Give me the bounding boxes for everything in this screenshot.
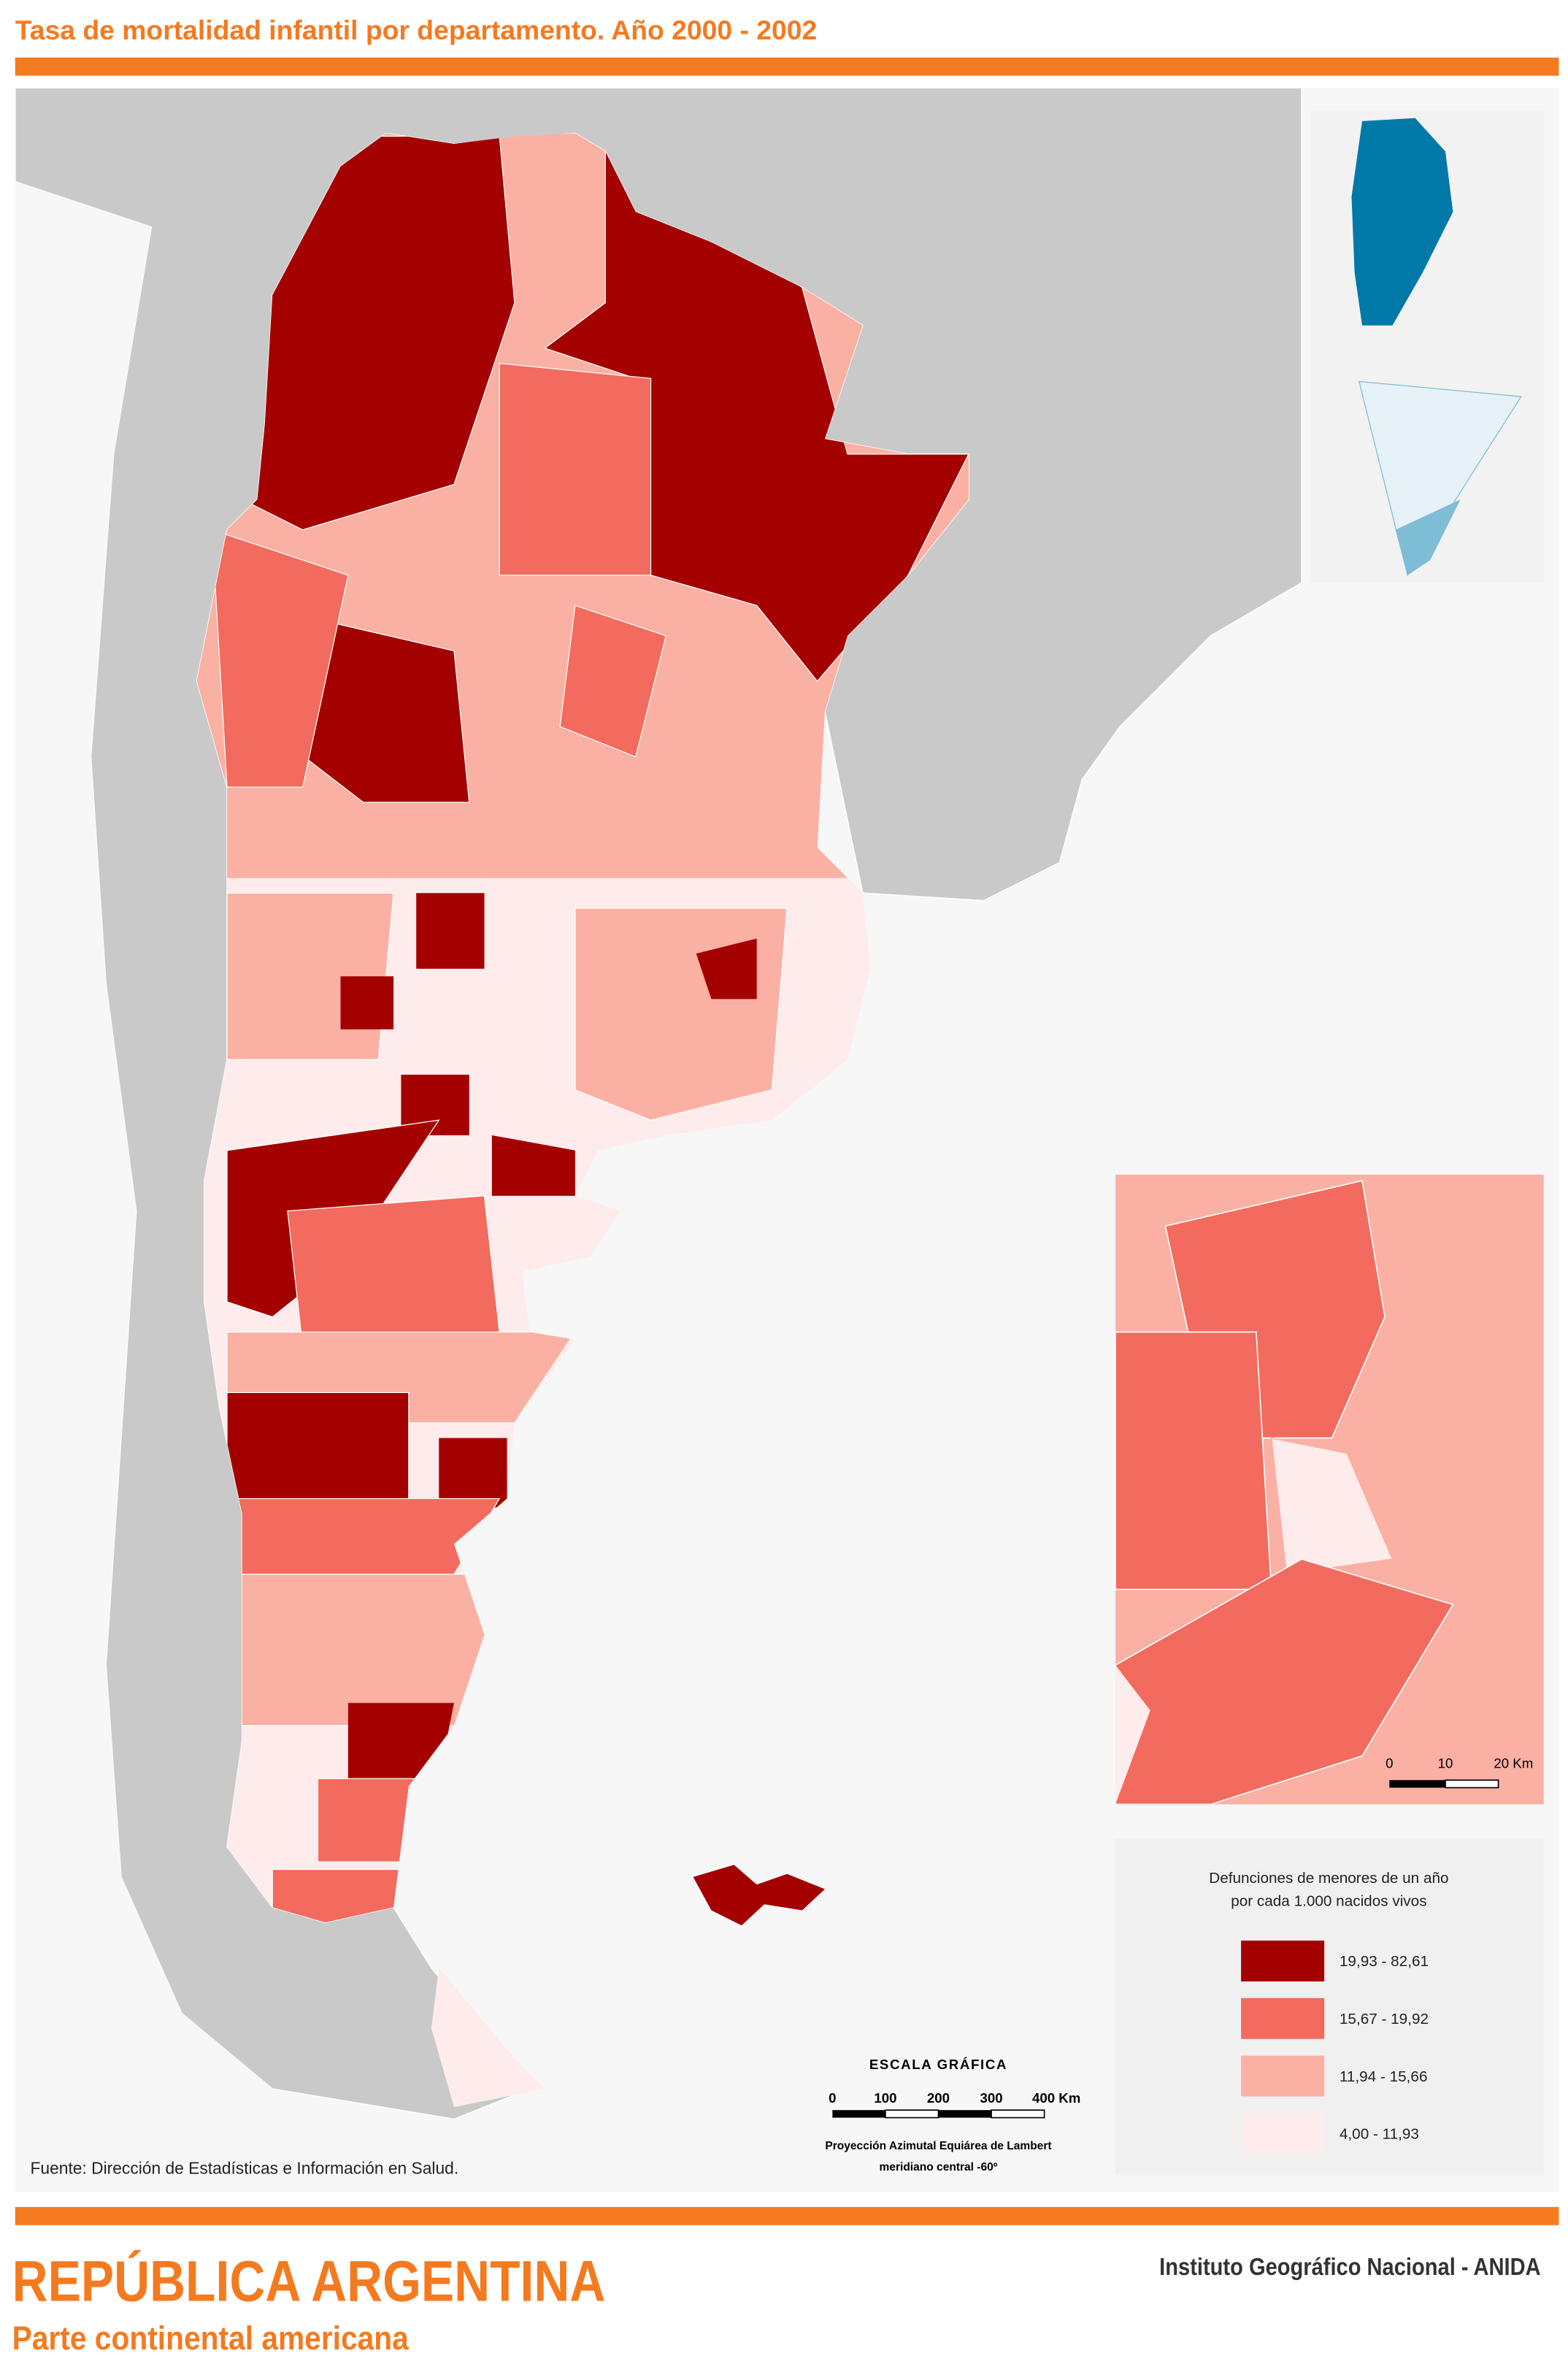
- scale-bar: [885, 2109, 939, 2119]
- legend-swatch: [1241, 2113, 1325, 2155]
- locator-antarctica: [1395, 499, 1461, 575]
- region: [1115, 1665, 1150, 1805]
- scale-label: 0: [829, 2090, 836, 2106]
- legend-swatch: [1241, 1998, 1325, 2039]
- bottom-rule: [15, 2206, 1559, 2225]
- top-rule: [15, 57, 1559, 76]
- legend-title: por cada 1.000 nacidos vivos: [1231, 1892, 1426, 1909]
- region: [340, 976, 394, 1029]
- inset-scale-bar: [1445, 1779, 1499, 1789]
- inset-scale-label: 20 Km: [1494, 1756, 1533, 1771]
- scale-bar: [991, 2109, 1045, 2119]
- legend-label: 11,94 - 15,66: [1340, 2068, 1428, 2085]
- scale-label: 400 Km: [1032, 2090, 1080, 2106]
- region: [696, 938, 757, 1000]
- footer-subtitle: Parte continental americana: [12, 2320, 410, 2357]
- locator-argentina: [1351, 118, 1453, 326]
- inset-scale-label: 10: [1438, 1756, 1453, 1771]
- region: [287, 1195, 500, 1348]
- scale-label: 200: [927, 2090, 950, 2106]
- legend-swatch: [1241, 1940, 1325, 1981]
- locator-antarctica-sector: [1358, 380, 1522, 577]
- scale-title: ESCALA GRÁFICA: [869, 2057, 1007, 2072]
- scale-label: 300: [980, 2090, 1002, 2106]
- ocean-pacific: [15, 181, 273, 2150]
- legend-label: 19,93 - 82,61: [1340, 1953, 1429, 1970]
- institution: Instituto Geográfico Nacional - ANIDA: [1159, 2254, 1541, 2281]
- projection: Proyección Azimutal Equiárea de Lambert: [825, 2140, 1051, 2152]
- region: [226, 1392, 410, 1514]
- region: [347, 1703, 455, 1779]
- source: Fuente: Dirección de Estadísticas e Info…: [30, 2158, 458, 2177]
- scale-bar: [832, 2110, 885, 2118]
- region: [416, 893, 485, 969]
- region: [1115, 1558, 1454, 1805]
- region: [1115, 1331, 1272, 1590]
- footer-title: REPÚBLICA ARGENTINA: [12, 2249, 606, 2313]
- tierra-del-fuego: [431, 1968, 545, 2108]
- region: [499, 362, 652, 576]
- region: [401, 1075, 469, 1135]
- scale-bar: [938, 2110, 992, 2118]
- legend-swatch: [1241, 2055, 1325, 2097]
- projection: meridiano central -60º: [880, 2161, 998, 2173]
- title: Tasa de mortalidad infantil por departam…: [15, 15, 817, 45]
- region: [439, 1438, 507, 1514]
- region: [491, 1135, 575, 1196]
- inset-buenos-aires: [1115, 1174, 1544, 1805]
- scale-label: 100: [874, 2090, 896, 2106]
- legend-box: [1115, 1839, 1544, 2176]
- malvinas: [693, 1865, 825, 1926]
- legend-title: Defunciones de menores de un año: [1209, 1870, 1448, 1887]
- region: [559, 605, 667, 758]
- region: [211, 529, 349, 788]
- legend-items: 19,93 - 82,61 15,67 - 19,92 11,94 - 15,66 4…: [1241, 1940, 1429, 2155]
- legend-label: 4,00 - 11,93: [1340, 2126, 1419, 2143]
- scale-labels: 0 100 200 300 400 Km: [829, 2090, 1080, 2106]
- inset-scale-bar: [1389, 1780, 1446, 1788]
- region: [1270, 1437, 1394, 1576]
- region: [226, 1497, 501, 1575]
- legend-label: 15,67 - 19,92: [1340, 2011, 1429, 2027]
- inset-scale-label: 0: [1386, 1756, 1393, 1771]
